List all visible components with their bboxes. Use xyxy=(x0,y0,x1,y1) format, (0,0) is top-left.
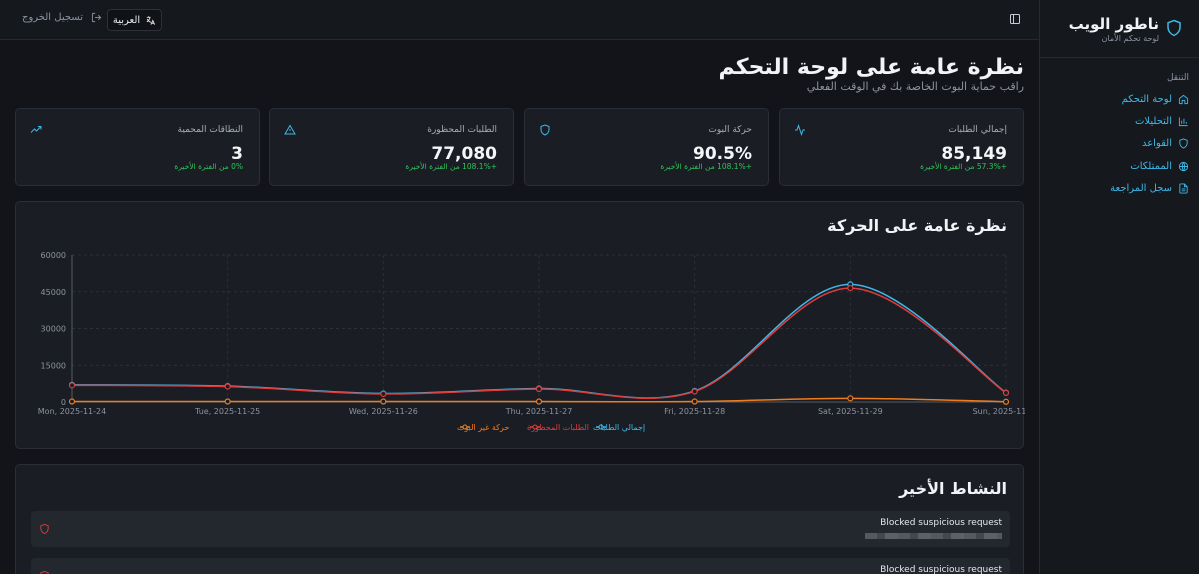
nav-heading: التنقل xyxy=(1166,73,1189,83)
card-label: حركة البوت xyxy=(708,125,752,135)
data-point xyxy=(847,284,854,292)
card-value: 3 xyxy=(231,144,243,164)
data-point xyxy=(380,390,387,398)
language-icon xyxy=(146,15,156,25)
activity-icon xyxy=(795,124,805,136)
traffic-line-chart: 0 15000 30000 45000 60000 Mon, 2025-11-24 Tue,… xyxy=(38,251,1025,433)
globe-icon xyxy=(1178,161,1189,171)
file-icon xyxy=(1179,182,1188,194)
redacted-detail xyxy=(865,533,1002,539)
sidebar-toggle-icon[interactable] xyxy=(1009,13,1021,25)
sidebar-item-label: الممتلكات xyxy=(1130,160,1172,172)
data-point xyxy=(691,388,698,395)
sidebar-item-label: القواعد xyxy=(1141,137,1172,149)
activity-item[interactable]: Blocked suspicious request xyxy=(31,511,1010,547)
brand: ناطور الويب لوحة تحكم الأمان xyxy=(1040,0,1199,58)
stat-card-total-requests: إجمالي الطلبات 85,149 +57.3% من الفترة ا… xyxy=(779,108,1024,186)
stat-card-blocked-requests: الطلبات المحظورة 77,080 +108.1% من الفتر… xyxy=(269,108,514,186)
traffic-overview-panel: نظرة عامة على الحركة 0 15000 30000 45000 600… xyxy=(15,201,1025,449)
stat-card-protected-domains: النطاقات المحمية 3 0% من الفترة الأخيرة xyxy=(15,108,260,186)
x-tick-label: Sat, 2025-11-29 xyxy=(818,407,883,416)
shield-icon xyxy=(540,124,550,136)
top-bar: تسجيل الخروج العربية xyxy=(0,0,1039,40)
alert-triangle-icon xyxy=(284,124,296,135)
page-subtitle: راقب حماية البوت الخاصة بك في الوقت الفع… xyxy=(806,80,1024,93)
x-tick-label: Tue, 2025-11-25 xyxy=(194,407,260,416)
activity-item[interactable]: Blocked suspicious request xyxy=(31,558,1010,574)
sidebar-item-dashboard[interactable]: لوحة التحكم xyxy=(1122,91,1189,107)
legend-label: إجمالي الطلبات xyxy=(593,423,645,433)
brand-title: ناطور الويب xyxy=(1068,15,1159,33)
sidebar-item-audit-log[interactable]: سجل المراجعة xyxy=(1110,180,1189,196)
sidebar-item-label: لوحة التحكم xyxy=(1121,93,1172,105)
stat-card-bot-traffic: حركة البوت 90.5% +108.1% من الفترة الأخي… xyxy=(524,108,769,186)
y-tick-label: 0 xyxy=(61,398,66,407)
trending-up-icon xyxy=(30,126,42,133)
traffic-panel-title: نظرة عامة على الحركة xyxy=(827,216,1007,235)
y-tick-label: 60000 xyxy=(41,251,66,260)
sidebar-item-label: التحليلات xyxy=(1134,115,1172,127)
x-tick-label: Fri, 2025-11-28 xyxy=(664,407,725,416)
data-point xyxy=(224,383,231,390)
card-label: الطلبات المحظورة xyxy=(427,125,497,135)
activity-text: Blocked suspicious request xyxy=(880,565,1002,574)
card-change: +57.3% من الفترة الأخيرة xyxy=(920,162,1007,171)
y-tick-label: 15000 xyxy=(41,361,66,370)
x-tick-label: Sun, 2025-11-30 xyxy=(973,407,1025,416)
card-value: 85,149 xyxy=(941,144,1007,164)
data-point xyxy=(68,398,76,405)
x-tick-label: Wed, 2025-11-26 xyxy=(349,407,418,416)
card-value: 90.5% xyxy=(693,144,752,164)
shield-icon xyxy=(1179,137,1188,149)
shield-alert-icon xyxy=(40,570,49,574)
sidebar-item-properties[interactable]: الممتلكات xyxy=(1130,158,1189,174)
card-label: إجمالي الطلبات xyxy=(948,125,1007,135)
activity-panel-title: النشاط الأخير xyxy=(899,479,1007,498)
sidebar: ناطور الويب لوحة تحكم الأمان التنقل لوحة… xyxy=(1039,0,1199,574)
data-point xyxy=(691,398,698,405)
shield-logo-icon xyxy=(1167,19,1181,37)
chart-icon xyxy=(1178,116,1188,126)
data-point xyxy=(535,385,543,393)
recent-activity-panel: النشاط الأخير Blocked suspicious request… xyxy=(15,464,1024,574)
page-title: نظرة عامة على لوحة التحكم xyxy=(718,55,1024,80)
legend-marker xyxy=(532,424,538,430)
activity-text: Blocked suspicious request xyxy=(880,518,1002,528)
legend-label: الطلبات المحظورة xyxy=(527,423,589,432)
data-point xyxy=(1002,389,1010,397)
data-point xyxy=(847,395,854,402)
data-point xyxy=(68,382,76,389)
logout-icon xyxy=(91,12,102,23)
home-icon xyxy=(1178,94,1189,104)
legend-marker xyxy=(462,424,468,430)
legend-label: حركة غير البوت xyxy=(457,423,509,432)
logout-label: تسجيل الخروج xyxy=(22,12,84,23)
data-point xyxy=(380,398,387,405)
shield-alert-icon xyxy=(40,523,49,535)
card-change: +108.1% من الفترة الأخيرة xyxy=(405,162,497,171)
card-value: 77,080 xyxy=(431,144,497,164)
card-label: النطاقات المحمية xyxy=(177,125,243,135)
logout-button[interactable]: تسجيل الخروج xyxy=(22,12,102,23)
y-tick-label: 30000 xyxy=(41,325,66,334)
y-tick-label: 45000 xyxy=(41,288,66,297)
x-tick-label: Thu, 2025-11-27 xyxy=(505,407,573,416)
language-label: العربية xyxy=(112,14,141,26)
language-switcher[interactable]: العربية xyxy=(107,9,162,31)
sidebar-item-analytics[interactable]: التحليلات xyxy=(1135,113,1189,129)
card-change: 0% من الفترة الأخيرة xyxy=(174,162,243,171)
data-point xyxy=(224,398,231,405)
data-point xyxy=(535,398,543,405)
x-tick-label: Mon, 2025-11-24 xyxy=(38,407,106,416)
brand-subtitle: لوحة تحكم الأمان xyxy=(1101,34,1159,43)
sidebar-item-rules[interactable]: القواعد xyxy=(1142,135,1189,151)
card-change: +108.1% من الفترة الأخيرة xyxy=(660,162,752,171)
legend-marker xyxy=(598,424,604,430)
sidebar-item-label: سجل المراجعة xyxy=(1110,182,1172,194)
data-point xyxy=(1002,398,1010,405)
